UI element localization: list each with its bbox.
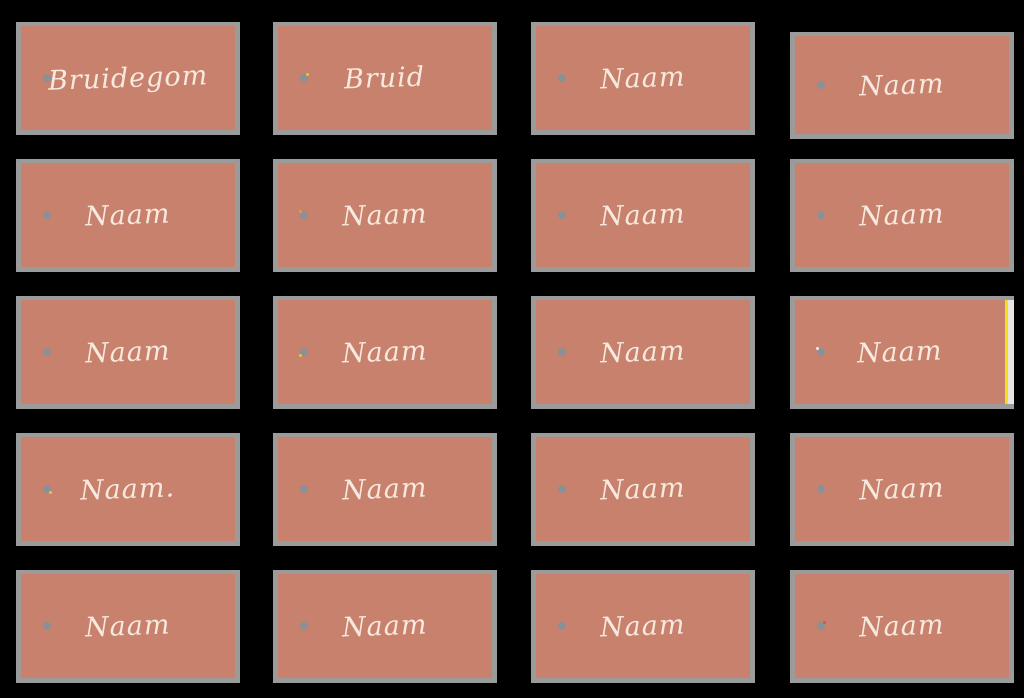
tag-name-label: Naam: [599, 198, 687, 232]
punch-hole-icon: [816, 347, 825, 356]
punch-hole-icon: [300, 622, 308, 630]
punch-hole-icon: [558, 211, 566, 219]
tag-name-label: Naam: [341, 609, 429, 643]
name-tag-face: Naam: [795, 574, 1009, 678]
punch-hole-icon: [43, 74, 51, 82]
name-tag-face: Naam: [795, 437, 1009, 541]
tag-name-label: Naam: [599, 335, 687, 369]
punch-hole-accent: [299, 354, 302, 357]
tag-name-label: Naam: [341, 472, 429, 506]
name-tag-face: Naam: [21, 300, 235, 404]
name-tag-card[interactable]: Naam: [531, 22, 755, 135]
tag-name-label: Naam: [599, 61, 687, 95]
punch-hole-icon: [817, 81, 825, 89]
name-tag-face: Naam: [278, 437, 492, 541]
name-tag-card[interactable]: Naam: [531, 159, 755, 272]
tag-name-label: Naam.: [79, 471, 177, 507]
name-tag-card[interactable]: Naam: [273, 159, 497, 272]
name-tag-card[interactable]: Naam: [531, 296, 755, 409]
name-tag-face: Naam: [278, 300, 492, 404]
name-tag-face: Bruidegom: [21, 26, 235, 130]
name-tag-face: Naam: [795, 163, 1009, 267]
punch-hole-icon: [558, 622, 566, 630]
name-tag-card[interactable]: Naam: [16, 296, 240, 409]
name-tag-face: Naam: [795, 36, 1009, 134]
name-tag-card[interactable]: Naam: [273, 570, 497, 683]
name-tag-card[interactable]: Naam: [16, 570, 240, 683]
name-tag-card[interactable]: Naam.: [16, 433, 240, 546]
name-tag-card[interactable]: Bruid: [273, 22, 497, 135]
name-tag-face: Naam: [278, 163, 492, 267]
punch-hole-accent: [49, 491, 52, 494]
name-tag-face: Naam: [536, 574, 750, 678]
punch-hole-icon: [299, 348, 308, 357]
name-tag-face: Naam: [795, 300, 1005, 404]
tag-name-label: Bruid: [343, 61, 427, 95]
name-tag-card[interactable]: Naam: [790, 570, 1014, 683]
name-tag-card[interactable]: Naam: [531, 433, 755, 546]
punch-hole-icon: [817, 621, 826, 630]
tag-name-label: Naam: [599, 472, 687, 506]
name-tag-face: Bruid: [278, 26, 492, 130]
punch-hole-accent: [823, 621, 826, 624]
name-tag-card[interactable]: Naam: [273, 433, 497, 546]
page-margin-strip: [1008, 300, 1014, 404]
tag-name-label: Bruidegom: [47, 59, 209, 97]
name-tag-card[interactable]: Naam: [790, 296, 1014, 409]
tag-name-label: Naam: [341, 335, 429, 369]
name-tag-card[interactable]: Naam: [16, 159, 240, 272]
name-tag-card[interactable]: Naam: [790, 32, 1014, 139]
tag-name-label: Naam: [84, 335, 172, 369]
punch-hole-icon: [43, 211, 51, 219]
name-tag-face: Naam: [536, 163, 750, 267]
name-tag-face: Naam: [21, 163, 235, 267]
name-tag-face: Naam: [21, 574, 235, 678]
punch-hole-accent: [306, 73, 309, 76]
name-tag-face: Naam: [536, 26, 750, 130]
tag-name-label: Naam: [858, 472, 946, 506]
punch-hole-accent: [816, 347, 819, 350]
page-edge-guide-line: [1005, 300, 1008, 404]
punch-hole-icon: [43, 622, 51, 630]
name-tag-card[interactable]: Naam: [531, 570, 755, 683]
tag-name-label: Naam: [84, 198, 172, 232]
punch-hole-icon: [558, 485, 566, 493]
tag-name-label: Naam: [341, 198, 429, 232]
punch-hole-icon: [558, 74, 566, 82]
tag-name-label: Naam: [858, 198, 946, 232]
name-tag-card[interactable]: Naam: [790, 159, 1014, 272]
punch-hole-accent: [299, 210, 302, 213]
punch-hole-icon: [300, 73, 309, 82]
tag-name-label: Naam: [858, 68, 946, 102]
punch-hole-icon: [299, 210, 308, 219]
punch-hole-icon: [558, 348, 566, 356]
punch-hole-icon: [817, 211, 825, 219]
name-tag-card[interactable]: Naam: [273, 296, 497, 409]
name-tag-card[interactable]: Bruidegom: [16, 22, 240, 135]
punch-hole-icon: [43, 348, 51, 356]
tag-name-label: Naam: [84, 609, 172, 643]
tag-name-label: Naam: [858, 609, 946, 643]
name-tag-face: Naam: [536, 300, 750, 404]
punch-hole-icon: [43, 485, 52, 494]
punch-hole-icon: [300, 485, 308, 493]
punch-hole-icon: [817, 485, 825, 493]
name-tag-card[interactable]: Naam: [790, 433, 1014, 546]
name-tag-face: Naam: [536, 437, 750, 541]
name-tag-face: Naam: [278, 574, 492, 678]
name-tag-face: Naam.: [21, 437, 235, 541]
tag-name-label: Naam: [856, 335, 944, 369]
tag-name-label: Naam: [599, 609, 687, 643]
